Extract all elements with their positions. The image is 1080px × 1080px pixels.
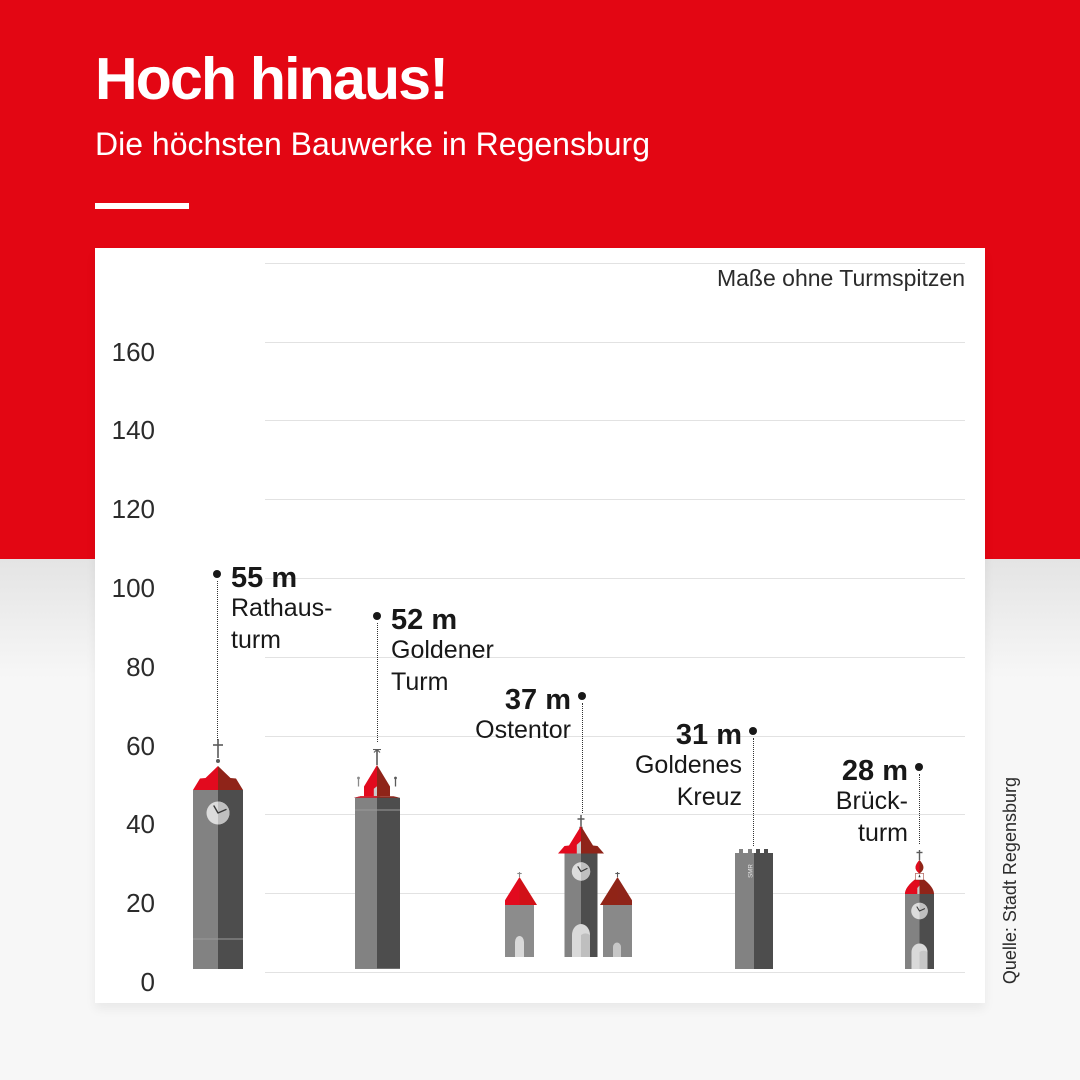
- svg-text:SMR: SMR: [748, 864, 755, 878]
